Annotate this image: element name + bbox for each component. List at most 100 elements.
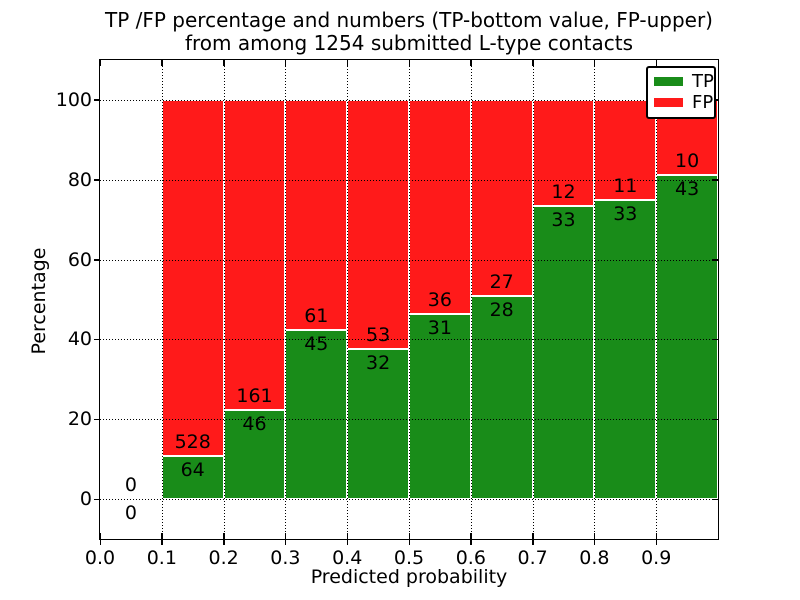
bar-segment-fp: [223, 99, 286, 411]
x-tick-mark-top: [593, 60, 596, 66]
x-tick-mark: [99, 533, 101, 545]
y-tick-label: 80: [67, 168, 92, 191]
grid-line-vertical: [409, 60, 410, 539]
x-tick-label: 0.6: [455, 547, 486, 569]
x-tick-mark-top: [161, 60, 163, 66]
bar-segment-fp: [470, 99, 533, 296]
x-tick-label: 0.0: [84, 547, 116, 569]
y-tick-mark-right: [712, 259, 718, 261]
x-tick-mark: [408, 533, 410, 545]
bar-count-label-tp: 45: [304, 332, 329, 355]
x-tick-mark-top: [408, 60, 410, 66]
x-tick-label: 0.7: [517, 547, 548, 569]
x-tick-label: 0.9: [641, 547, 672, 569]
bar-count-label-fp: 36: [427, 289, 452, 312]
bar-count-label-tp: 28: [489, 298, 514, 321]
y-axis-title: Percentage: [28, 247, 50, 355]
y-tick-mark: [94, 338, 100, 341]
bar-count-label-tp: 32: [365, 351, 391, 374]
bar-count-label-fp: 12: [551, 181, 576, 204]
x-tick-mark: [284, 533, 287, 545]
x-tick-label: 0.5: [393, 547, 425, 569]
bar-count-label-fp: 161: [236, 385, 273, 408]
x-tick-mark: [346, 533, 349, 545]
y-tick-mark: [94, 498, 100, 501]
bar-segment-fp: [532, 99, 595, 207]
y-tick-mark: [94, 179, 100, 181]
y-tick-label: 20: [67, 408, 92, 431]
y-tick-mark: [94, 259, 100, 261]
bar-segment-fp: [285, 99, 348, 330]
y-tick-label: 60: [67, 248, 92, 271]
y-tick-label: 100: [55, 88, 92, 111]
x-tick-label: 0.2: [208, 547, 239, 569]
bar-count-label-tp: 43: [674, 178, 700, 201]
bar-count-label-fp: 528: [174, 430, 211, 453]
bar-segment-fp: [409, 99, 471, 315]
x-tick-mark: [532, 533, 534, 545]
bar-segment-fp: [161, 99, 224, 456]
y-tick-mark: [94, 418, 100, 421]
grid-line-vertical: [532, 60, 534, 539]
bar-count-label-tp: 33: [613, 202, 638, 225]
legend-row-fp: FP: [648, 92, 714, 113]
bar-count-label-tp: 31: [427, 317, 452, 340]
x-tick-mark-top: [223, 60, 225, 66]
x-axis-title: Predicted probability: [310, 566, 508, 588]
bar-count-label-fp: 0: [124, 474, 137, 497]
grid-line-vertical: [161, 60, 163, 539]
x-tick-mark-top: [470, 60, 472, 66]
grid-layer: [100, 60, 718, 539]
grid-line-vertical: [470, 60, 472, 539]
y-tick-mark-right: [712, 179, 718, 181]
bar-count-label-tp: 0: [124, 502, 137, 525]
bar-count-label-fp: 11: [613, 174, 638, 197]
x-tick-mark: [655, 533, 658, 545]
bars-layer: [100, 60, 718, 539]
legend-label-fp: FP: [692, 92, 714, 113]
legend-box: TP FP: [646, 66, 716, 119]
x-tick-mark-top: [346, 60, 349, 66]
chart-title-line1: TP /FP percentage and numbers (TP-bottom…: [105, 8, 713, 32]
grid-line-vertical: [656, 60, 658, 539]
bar-count-labels-layer: 0 0 528 64 161 46 61 45 53 32 36 31 27 28 12 33 11 33 10 43: [100, 60, 718, 539]
x-tick-mark: [593, 533, 596, 545]
x-tick-mark-top: [99, 60, 101, 66]
bar-count-label-fp: 53: [365, 323, 391, 346]
chart-title-line2: from among 1254 submitted L-type contact…: [184, 31, 634, 55]
x-tick-label: 0.1: [146, 547, 177, 569]
bar-segment-tp: [470, 295, 533, 500]
x-tick-mark-top: [284, 60, 287, 66]
bar-count-label-tp: 64: [180, 458, 205, 481]
chart-title: TP /FP percentage and numbers (TP-bottom…: [59, 9, 759, 55]
x-tick-mark-top: [532, 60, 534, 66]
bar-count-label-fp: 61: [304, 304, 329, 327]
x-tick-mark: [223, 533, 225, 545]
y-tick-mark: [94, 99, 100, 101]
grid-line-vertical: [223, 60, 225, 539]
y-tick-label: 40: [67, 328, 92, 351]
grid-line-vertical: [285, 60, 287, 539]
x-tick-mark: [161, 533, 163, 545]
y-tick-mark-right: [712, 338, 718, 341]
legend-label-tp: TP: [692, 71, 714, 92]
plot-area: 0 0 528 64 161 46 61 45 53 32 36 31 27 28 12 33 11 33 10 43: [100, 60, 718, 539]
bar-segment-tp: [161, 455, 224, 500]
x-tick-label: 0.3: [270, 547, 301, 569]
legend-swatch-fp: [654, 98, 683, 107]
bar-segment-fp: [347, 99, 409, 349]
y-tick-mark-right: [712, 418, 718, 421]
grid-line-vertical: [347, 60, 349, 539]
grid-line-vertical: [594, 60, 596, 539]
x-tick-mark: [470, 533, 472, 545]
bar-count-label-tp: 33: [551, 209, 576, 232]
x-tick-mark-top: [655, 60, 658, 66]
bar-count-label-fp: 27: [489, 270, 514, 293]
x-tick-label: 0.8: [579, 547, 610, 569]
bar-count-label-fp: 10: [674, 150, 700, 173]
y-tick-label: 0: [79, 488, 92, 511]
legend-row-tp: TP: [648, 71, 714, 92]
x-tick-label: 0.4: [332, 547, 363, 569]
y-tick-mark-right: [712, 498, 718, 501]
